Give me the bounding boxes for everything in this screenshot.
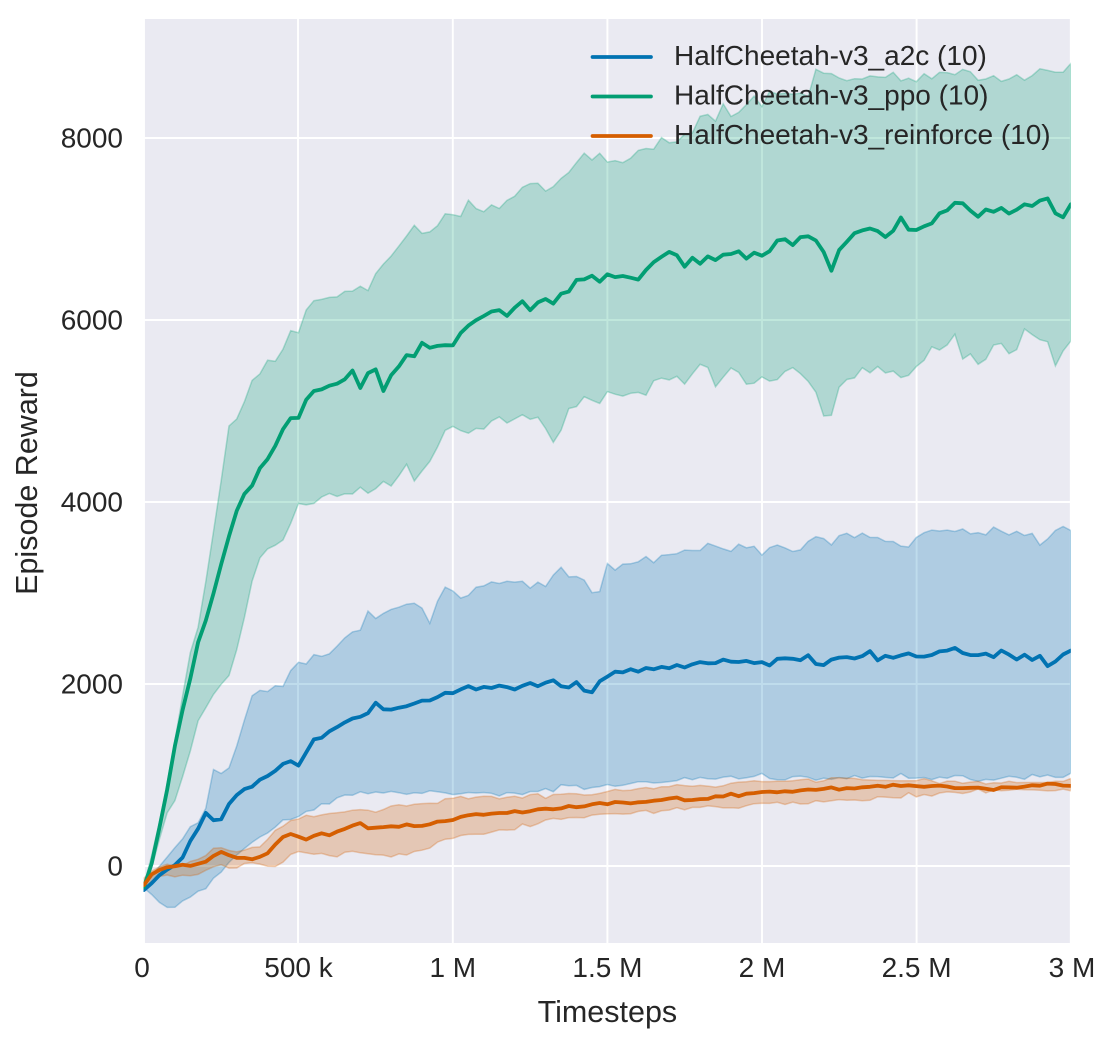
svg-text:1 M: 1 M [429, 952, 476, 983]
svg-text:1.5 M: 1.5 M [572, 952, 642, 983]
svg-text:0: 0 [107, 851, 123, 882]
svg-text:HalfCheetah-v3_a2c (10): HalfCheetah-v3_a2c (10) [674, 40, 987, 71]
svg-text:3 M: 3 M [1049, 952, 1096, 983]
svg-text:0: 0 [134, 952, 150, 983]
svg-text:HalfCheetah-v3_reinforce (10): HalfCheetah-v3_reinforce (10) [674, 119, 1051, 150]
svg-text:4000: 4000 [61, 487, 123, 518]
svg-text:500 k: 500 k [264, 952, 333, 983]
svg-text:Episode Reward: Episode Reward [10, 371, 44, 595]
svg-text:2.5 M: 2.5 M [882, 952, 952, 983]
svg-text:2 M: 2 M [739, 952, 786, 983]
svg-text:HalfCheetah-v3_ppo (10): HalfCheetah-v3_ppo (10) [674, 80, 988, 111]
svg-text:2000: 2000 [61, 669, 123, 700]
svg-text:8000: 8000 [61, 123, 123, 154]
svg-text:6000: 6000 [61, 305, 123, 336]
svg-text:Timesteps: Timesteps [538, 995, 678, 1029]
